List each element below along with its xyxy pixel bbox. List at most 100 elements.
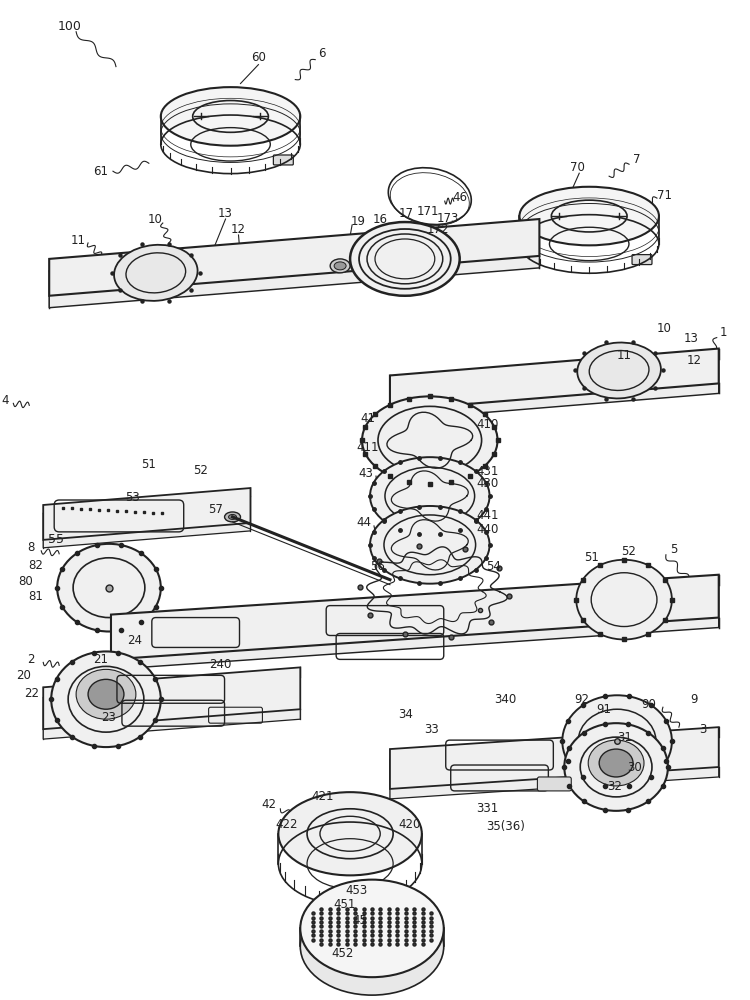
Text: 422: 422 [275,818,298,831]
Text: 46: 46 [452,191,467,204]
Text: 410: 410 [476,418,499,431]
Text: 57: 57 [209,503,223,516]
Text: 54: 54 [486,560,501,573]
Text: 12: 12 [231,223,246,236]
Text: 440: 440 [476,523,499,536]
Text: 430: 430 [476,477,499,490]
Text: 441: 441 [476,509,499,522]
Text: 411: 411 [357,441,380,454]
Text: 91: 91 [597,703,612,716]
Text: 173: 173 [436,212,459,225]
Ellipse shape [114,245,197,301]
Polygon shape [50,231,539,308]
Text: 22: 22 [24,687,39,700]
Text: 13: 13 [218,207,233,220]
Text: 92: 92 [574,693,590,706]
Ellipse shape [520,187,659,245]
Text: 172: 172 [427,223,449,236]
Text: 90: 90 [641,698,656,711]
Text: 3: 3 [699,723,706,736]
Text: 45: 45 [352,914,368,927]
Ellipse shape [300,898,444,995]
Text: 11: 11 [616,349,632,362]
Ellipse shape [51,651,160,747]
FancyBboxPatch shape [632,255,652,265]
Polygon shape [44,667,300,729]
Ellipse shape [229,514,236,519]
Text: 5: 5 [670,543,677,556]
Text: 9: 9 [690,693,698,706]
Ellipse shape [88,679,124,709]
Text: 43: 43 [358,467,374,480]
Text: 17: 17 [398,207,413,220]
Text: 340: 340 [494,693,517,706]
Polygon shape [111,575,718,659]
Text: 82: 82 [28,559,43,572]
Ellipse shape [224,512,241,522]
Text: 34: 34 [398,708,413,721]
Text: 80: 80 [18,575,33,588]
Text: 60: 60 [251,51,266,64]
Text: 2: 2 [28,653,35,666]
Ellipse shape [370,506,490,584]
Text: 32: 32 [608,780,622,793]
Text: 12: 12 [686,354,701,367]
Text: 451: 451 [333,898,356,911]
Text: 52: 52 [194,464,208,477]
Text: 4: 4 [2,394,9,407]
Polygon shape [44,496,251,548]
Ellipse shape [564,723,668,811]
Text: 30: 30 [628,761,643,774]
Text: 21: 21 [94,653,109,666]
Text: 71: 71 [658,189,673,202]
Ellipse shape [334,262,346,270]
Ellipse shape [562,695,672,787]
FancyBboxPatch shape [538,777,572,791]
Text: 452: 452 [331,947,353,960]
Polygon shape [390,727,718,789]
Ellipse shape [362,396,497,484]
Text: 10: 10 [656,322,671,335]
Ellipse shape [278,792,422,875]
Text: 20: 20 [16,669,31,682]
Ellipse shape [330,259,350,273]
Ellipse shape [76,669,136,719]
Text: 55: 55 [48,533,64,546]
Text: 11: 11 [70,234,86,247]
Text: 13: 13 [683,332,698,345]
Ellipse shape [578,343,661,398]
Ellipse shape [370,457,490,535]
Text: 16: 16 [373,213,388,226]
Polygon shape [44,677,300,739]
Polygon shape [390,737,718,799]
Text: 100: 100 [57,20,81,33]
Text: 61: 61 [94,165,109,178]
Text: 33: 33 [424,723,439,736]
Ellipse shape [599,749,633,777]
Text: 24: 24 [128,634,142,647]
Text: 431: 431 [476,465,499,478]
Polygon shape [50,219,539,296]
Ellipse shape [57,544,160,632]
Text: 23: 23 [101,711,116,724]
Polygon shape [390,349,718,410]
Text: 453: 453 [345,884,368,897]
Ellipse shape [576,560,672,639]
FancyBboxPatch shape [274,155,293,165]
Ellipse shape [350,222,460,296]
Polygon shape [390,359,718,420]
Text: 421: 421 [311,790,334,803]
Ellipse shape [300,880,444,977]
Text: 52: 52 [622,545,637,558]
Text: 44: 44 [356,516,371,529]
Text: 56: 56 [370,560,386,573]
Text: 35(36): 35(36) [486,820,525,833]
Text: 41: 41 [361,412,376,425]
Ellipse shape [588,740,644,786]
Text: 171: 171 [416,205,439,218]
Text: 7: 7 [633,153,640,166]
Text: 420: 420 [399,818,421,831]
Text: 19: 19 [350,215,365,228]
Polygon shape [44,488,251,540]
Text: 6: 6 [319,47,326,60]
